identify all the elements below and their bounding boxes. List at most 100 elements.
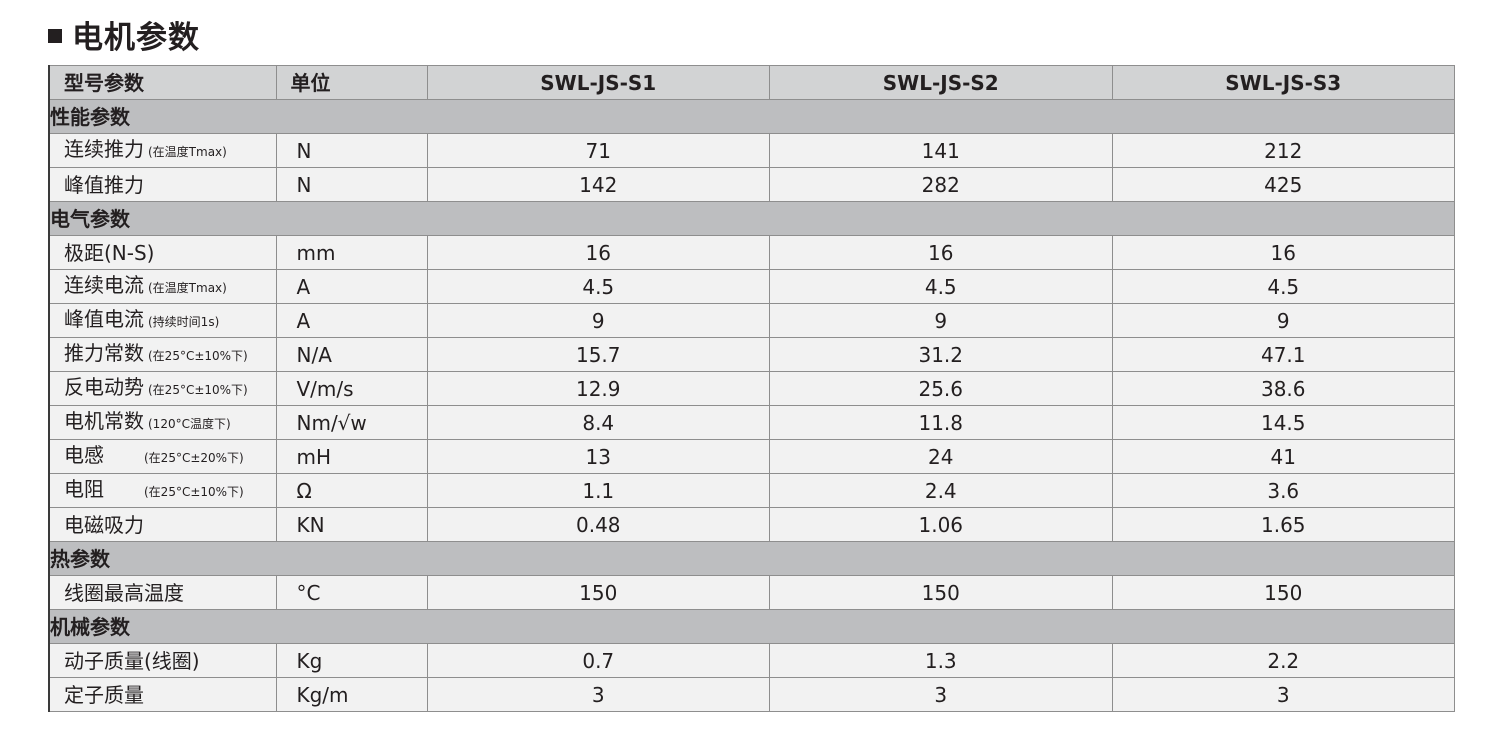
param-value-s1: 12.9 (426, 371, 770, 406)
section-label: 性能参数 (48, 99, 1455, 134)
param-unit: N (275, 133, 428, 168)
param-value-s2: 1.3 (769, 643, 1113, 678)
param-value-s1: 16 (426, 235, 770, 270)
param-unit: Ω (275, 473, 428, 508)
param-value-s1: 13 (426, 439, 770, 474)
param-note: (120°C温度下) (148, 417, 231, 431)
header-model-s2: SWL-JS-S2 (769, 65, 1113, 100)
section-label: 电气参数 (48, 201, 1455, 236)
param-value-s3: 3 (1111, 677, 1455, 712)
param-name: 峰值电流 (64, 307, 144, 331)
param-value-s1: 150 (426, 575, 770, 610)
table-row: 峰值电流 (持续时间1s) A 9 9 9 (48, 303, 1455, 338)
param-value-s2: 282 (769, 167, 1113, 202)
section-row: 性能参数 (48, 99, 1455, 134)
table-row: 连续推力 (在温度Tmax) N 71 141 212 (48, 133, 1455, 168)
section-row: 电气参数 (48, 201, 1455, 236)
param-name-cell: 线圈最高温度 (48, 575, 277, 610)
param-name: 电机常数 (64, 409, 144, 433)
param-value-s2: 25.6 (769, 371, 1113, 406)
table-row: 推力常数 (在25°C±10%下) N/A 15.7 31.2 47.1 (48, 337, 1455, 372)
param-value-s3: 9 (1111, 303, 1455, 338)
page-title: 电机参数 (72, 19, 200, 56)
param-unit: Kg/m (275, 677, 428, 712)
section-label: 机械参数 (48, 609, 1455, 644)
param-value-s3: 38.6 (1111, 371, 1455, 406)
table-row: 连续电流 (在温度Tmax) A 4.5 4.5 4.5 (48, 269, 1455, 304)
param-name-cell: 极距(N-S) (48, 235, 277, 270)
param-value-s2: 3 (769, 677, 1113, 712)
param-value-s3: 1.65 (1111, 507, 1455, 542)
header-model-s3: SWL-JS-S3 (1111, 65, 1455, 100)
param-unit: A (275, 303, 428, 338)
param-name: 推力常数 (64, 341, 144, 365)
param-name-cell: 连续电流 (在温度Tmax) (48, 269, 277, 304)
param-name-cell: 峰值推力 (48, 167, 277, 202)
param-value-s1: 0.48 (426, 507, 770, 542)
param-note: (在25°C±10%下) (144, 485, 244, 499)
param-unit: N (275, 167, 428, 202)
param-value-s3: 41 (1111, 439, 1455, 474)
param-note: (在25°C±10%下) (148, 383, 248, 397)
param-value-s2: 1.06 (769, 507, 1113, 542)
param-unit: A (275, 269, 428, 304)
param-value-s3: 3.6 (1111, 473, 1455, 508)
param-unit: KN (275, 507, 428, 542)
param-name-cell: 连续推力 (在温度Tmax) (48, 133, 277, 168)
param-name-cell: 动子质量(线圈) (48, 643, 277, 678)
param-value-s1: 0.7 (426, 643, 770, 678)
param-value-s3: 150 (1111, 575, 1455, 610)
param-unit: °C (275, 575, 428, 610)
param-value-s1: 142 (426, 167, 770, 202)
param-unit: V/m/s (275, 371, 428, 406)
param-value-s2: 9 (769, 303, 1113, 338)
param-note: (在25°C±20%下) (144, 451, 244, 465)
param-value-s1: 8.4 (426, 405, 770, 440)
param-name: 定子质量 (64, 682, 144, 707)
table-row: 电磁吸力 KN 0.48 1.06 1.65 (48, 507, 1455, 542)
param-value-s2: 4.5 (769, 269, 1113, 304)
param-name-cell: 电感 (在25°C±20%下) (48, 439, 277, 474)
header-model-params: 型号参数 (48, 65, 277, 100)
param-unit: Nm/√w (275, 405, 428, 440)
param-unit: Kg (275, 643, 428, 678)
table-row: 动子质量(线圈) Kg 0.7 1.3 2.2 (48, 643, 1455, 678)
table-row: 电感 (在25°C±20%下) mH 13 24 41 (48, 439, 1455, 474)
param-value-s1: 4.5 (426, 269, 770, 304)
param-value-s1: 15.7 (426, 337, 770, 372)
param-name: 电磁吸力 (64, 512, 144, 537)
param-name-cell: 反电动势 (在25°C±10%下) (48, 371, 277, 406)
table-row: 极距(N-S) mm 16 16 16 (48, 235, 1455, 270)
param-value-s3: 2.2 (1111, 643, 1455, 678)
param-note: (持续时间1s) (148, 315, 220, 329)
param-name: 动子质量(线圈) (64, 648, 200, 673)
param-note: (在温度Tmax) (148, 145, 227, 159)
param-name: 连续电流 (64, 273, 144, 297)
param-value-s1: 1.1 (426, 473, 770, 508)
param-value-s1: 9 (426, 303, 770, 338)
param-value-s2: 24 (769, 439, 1113, 474)
table-row: 线圈最高温度 °C 150 150 150 (48, 575, 1455, 610)
param-name-cell: 峰值电流 (持续时间1s) (48, 303, 277, 338)
param-note: (在25°C±10%下) (148, 349, 248, 363)
param-value-s3: 4.5 (1111, 269, 1455, 304)
param-unit: mm (275, 235, 428, 270)
param-value-s2: 16 (769, 235, 1113, 270)
section-row: 机械参数 (48, 609, 1455, 644)
section-row: 热参数 (48, 541, 1455, 576)
table-row: 电机常数 (120°C温度下) Nm/√w 8.4 11.8 14.5 (48, 405, 1455, 440)
header-unit: 单位 (275, 65, 428, 100)
section-heading: 电机参数 (48, 12, 200, 56)
param-name: 电感 (64, 443, 104, 467)
param-name: 极距(N-S) (64, 240, 155, 265)
param-value-s2: 31.2 (769, 337, 1113, 372)
table-row: 定子质量 Kg/m 3 3 3 (48, 677, 1455, 712)
section-label: 热参数 (48, 541, 1455, 576)
param-name: 电阻 (64, 477, 104, 501)
table-row: 峰值推力 N 142 282 425 (48, 167, 1455, 202)
param-name-cell: 电机常数 (120°C温度下) (48, 405, 277, 440)
param-value-s1: 71 (426, 133, 770, 168)
table-row: 反电动势 (在25°C±10%下) V/m/s 12.9 25.6 38.6 (48, 371, 1455, 406)
param-value-s2: 150 (769, 575, 1113, 610)
param-value-s2: 141 (769, 133, 1113, 168)
